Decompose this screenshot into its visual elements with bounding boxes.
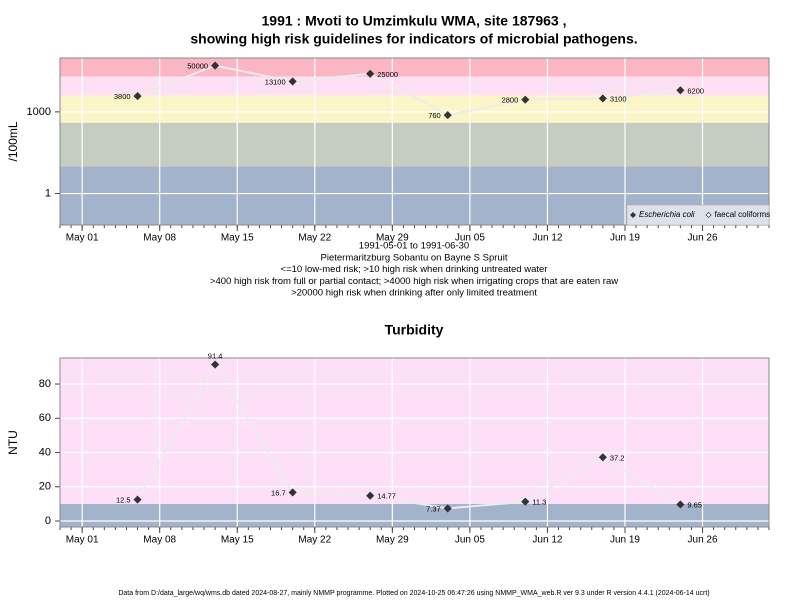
- data-label: 37.2: [610, 453, 625, 462]
- data-label: 13100: [265, 77, 286, 86]
- y-axis-label: /100mL: [6, 121, 20, 161]
- data-point: [366, 491, 375, 500]
- footer: Data from D:/data_large/wq/wms.db dated …: [118, 590, 709, 597]
- x-tick-label: Jun 12: [532, 535, 562, 546]
- legend-label: faecal coliforms: [715, 210, 771, 219]
- chart-title: 1991 : Mvoti to Umzimkulu WMA, site 1879…: [262, 13, 567, 29]
- legend-marker: [705, 212, 712, 218]
- x-tick-label: May 15: [221, 535, 254, 546]
- x-tick-label: Jun 05: [455, 535, 485, 546]
- data-label: 3100: [610, 94, 627, 103]
- note: Pietermaritzburg Sobantu on Bayne S Spru…: [321, 252, 508, 263]
- x-tick-label: Jun 12: [532, 233, 562, 244]
- data-label: 2800: [502, 96, 519, 105]
- data-label: 12.5: [116, 496, 131, 505]
- risk-band: [60, 503, 769, 527]
- data-point: [366, 69, 375, 78]
- y-tick-label: 1000: [27, 106, 51, 118]
- data-point: [598, 94, 607, 103]
- y-tick-label: 40: [39, 446, 51, 458]
- x-tick-label: May 29: [376, 233, 409, 244]
- data-point: [288, 488, 297, 497]
- data-point: [211, 61, 220, 70]
- x-tick-label: May 08: [143, 535, 176, 546]
- note: >20000 high risk when drinking after onl…: [291, 288, 537, 299]
- x-tick-label: May 22: [298, 535, 331, 546]
- note: <=10 low-med risk; >10 high risk when dr…: [281, 264, 548, 275]
- x-tick-label: May 29: [376, 535, 409, 546]
- risk-band: [60, 95, 769, 123]
- series-line: [136, 362, 681, 510]
- data-point: [521, 95, 530, 104]
- chart-title: Turbidity: [385, 322, 444, 338]
- data-label: 11.3: [532, 498, 546, 507]
- chart-subtitle: showing high risk guidelines for indicat…: [190, 31, 637, 47]
- y-tick-label: 60: [39, 412, 51, 424]
- x-tick-label: May 08: [143, 233, 176, 244]
- y-axis-label: NTU: [6, 430, 20, 455]
- note: >400 high risk from full or partial cont…: [210, 276, 618, 287]
- data-point: [598, 453, 607, 462]
- data-point: [676, 500, 685, 509]
- plot-frame: [59, 357, 770, 528]
- legend-box: [626, 204, 770, 226]
- y-tick-label: 1: [45, 187, 51, 199]
- plot-frame: [59, 57, 770, 226]
- legend-marker: [630, 212, 636, 218]
- x-tick-label: May 01: [66, 233, 99, 244]
- x-tick-label: May 22: [298, 233, 331, 244]
- data-point: [288, 77, 297, 86]
- data-label: 25000: [377, 70, 398, 79]
- data-label: 760: [428, 111, 441, 120]
- note: 1991-05-01 to 1991-06-30: [359, 241, 469, 252]
- data-label: 7.37: [426, 504, 441, 513]
- data-label: 9.65: [687, 500, 702, 509]
- x-tick-label: Jun 19: [610, 535, 640, 546]
- data-label: 14.77: [377, 492, 396, 501]
- x-tick-label: May 01: [66, 535, 99, 546]
- x-tick-label: May 15: [221, 233, 254, 244]
- y-tick-label: 0: [45, 515, 51, 527]
- series-line: [137, 64, 681, 117]
- x-tick-label: Jun 05: [455, 233, 485, 244]
- data-label: 16.7: [271, 488, 286, 497]
- data-point: [211, 360, 220, 369]
- data-label: 50000: [187, 62, 208, 71]
- x-tick-label: Jun 19: [610, 233, 640, 244]
- data-label: 91.4: [208, 351, 223, 360]
- data-label: 3800: [114, 92, 131, 101]
- legend-label: Escherichia coli: [639, 210, 695, 219]
- risk-band: [60, 358, 769, 504]
- data-point: [443, 111, 452, 120]
- data-point: [133, 92, 142, 101]
- risk-band: [60, 58, 769, 77]
- data-label: 6200: [687, 86, 704, 95]
- data-point: [443, 504, 452, 513]
- y-tick-label: 20: [39, 481, 51, 493]
- data-point: [676, 86, 685, 95]
- data-point: [133, 495, 142, 504]
- y-tick-label: 80: [39, 378, 51, 390]
- risk-band: [60, 122, 769, 167]
- x-tick-label: Jun 26: [688, 233, 718, 244]
- x-tick-label: Jun 26: [688, 535, 718, 546]
- data-point: [521, 497, 530, 506]
